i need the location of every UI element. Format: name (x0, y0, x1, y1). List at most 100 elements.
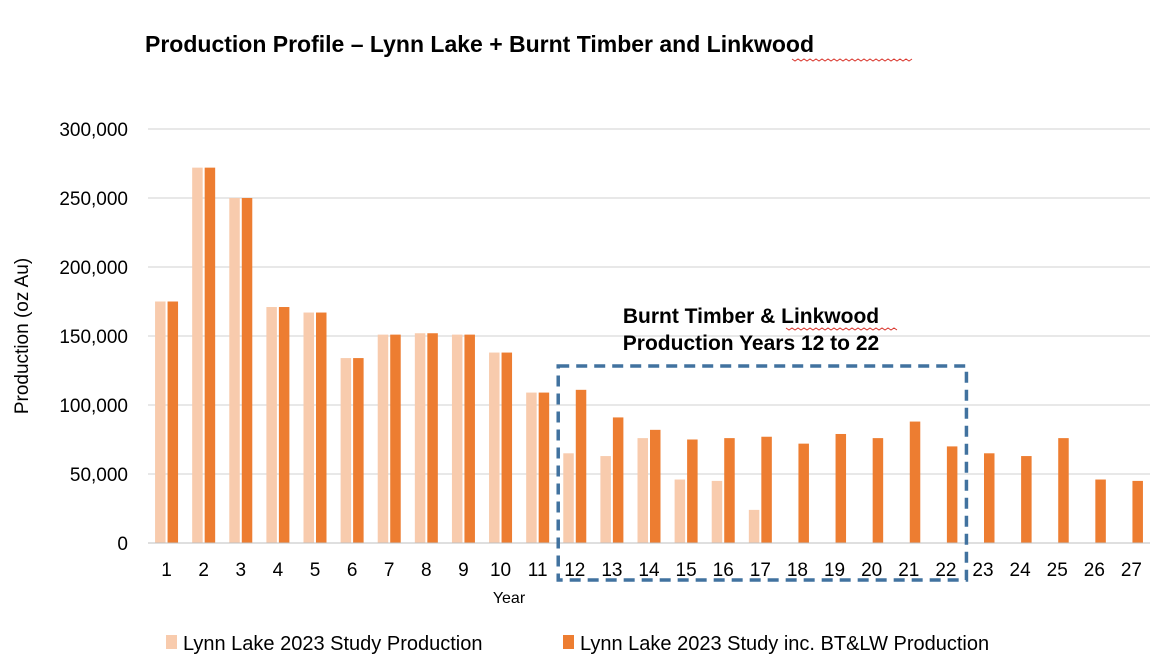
annotation-line-1-part-1: Burnt Timber & (623, 305, 781, 328)
legend: Lynn Lake 2023 Study Production Lynn Lake… (166, 633, 989, 655)
bar-lynn-lake-study (711, 480, 723, 543)
y-axis-ticks: 0 50,000 100,000 150,000 200,000 250,000 300,0… (59, 120, 128, 555)
x-tick-label: 11 (528, 560, 548, 581)
bar-lynn-lake-inc-btlw (872, 438, 884, 543)
bar-lynn-lake-inc-btlw (390, 334, 401, 543)
annotation-line-1-part-2: Linkwood (781, 305, 879, 328)
legend-swatch (563, 635, 574, 649)
bar-lynn-lake-inc-btlw (464, 334, 475, 543)
legend-label: Lynn Lake 2023 Study inc. BT&LW Producti… (580, 633, 989, 655)
chart-title: Production Profile – Lynn Lake + Burnt T… (145, 31, 913, 62)
x-tick-label: 10 (490, 560, 511, 581)
bar-lynn-lake-inc-btlw (687, 439, 698, 543)
bar-lynn-lake-inc-btlw (167, 301, 179, 543)
annotation: Burnt Timber & Linkwood Production Years… (556, 305, 969, 582)
bar-lynn-lake-study (155, 301, 166, 543)
x-tick-label: 22 (935, 560, 956, 581)
x-tick-label: 8 (421, 560, 432, 581)
x-tick-label: 2 (198, 560, 209, 581)
bar-lynn-lake-inc-btlw (612, 417, 624, 543)
bar-lynn-lake-study (340, 358, 352, 543)
y-tick-label: 250,000 (59, 189, 128, 210)
y-tick-label: 100,000 (59, 396, 128, 417)
x-tick-label: 6 (347, 560, 358, 581)
bar-lynn-lake-study (414, 333, 426, 543)
y-tick-label: 300,000 (59, 120, 128, 141)
x-tick-label: 13 (601, 560, 622, 581)
x-tick-label: 23 (972, 560, 993, 581)
y-axis-label: Production (oz Au) (12, 258, 33, 414)
annotation-box (556, 364, 969, 582)
bar-lynn-lake-inc-btlw (575, 389, 587, 543)
x-tick-label: 14 (638, 560, 660, 581)
bar-lynn-lake-inc-btlw (724, 438, 735, 543)
legend-label: Lynn Lake 2023 Study Production (183, 633, 482, 655)
bar-lynn-lake-inc-btlw (1095, 479, 1106, 543)
x-tick-label: 21 (898, 560, 919, 581)
bar-lynn-lake-inc-btlw (353, 358, 364, 543)
svg-text:Production Profile – Lynn Lake: Production Profile – Lynn Lake + Burnt T… (145, 31, 814, 57)
bar-lynn-lake-study (748, 509, 760, 543)
bar-lynn-lake-study (526, 392, 537, 543)
bar-lynn-lake-inc-btlw (1058, 438, 1069, 543)
chart-title-part-1: Production Profile – Lynn Lake + Burnt T… (145, 31, 707, 57)
x-tick-label: 5 (310, 560, 321, 581)
bar-lynn-lake-study (563, 453, 574, 543)
x-tick-label: 19 (824, 560, 845, 581)
x-tick-label: 16 (713, 560, 734, 581)
bar-lynn-lake-study (377, 334, 389, 543)
x-tick-label: 25 (1047, 560, 1068, 581)
bar-lynn-lake-study (266, 307, 277, 543)
x-tick-label: 4 (273, 560, 284, 581)
bar-lynn-lake-inc-btlw (798, 443, 809, 543)
x-tick-label: 15 (676, 560, 697, 581)
bar-lynn-lake-inc-btlw (316, 312, 327, 543)
bar-lynn-lake-inc-btlw (984, 453, 995, 543)
bar-lynn-lake-study (674, 479, 686, 543)
bar-lynn-lake-inc-btlw (427, 333, 438, 543)
gridlines (148, 128, 1150, 475)
y-tick-label: 200,000 (59, 258, 128, 279)
bar-lynn-lake-inc-btlw (1021, 456, 1032, 543)
x-axis-ticks: 1 2 3 4 5 6 7 8 9 10 11 12 13 14 15 16 17 18 19 20 21 22 23 24 2… (161, 560, 1142, 581)
x-tick-label: 17 (750, 560, 771, 581)
legend-swatch (166, 635, 177, 649)
x-tick-label: 7 (384, 560, 395, 581)
bar-lynn-lake-inc-btlw (761, 436, 772, 543)
x-axis-label: Year (493, 590, 526, 607)
bar-lynn-lake-inc-btlw (1132, 480, 1143, 543)
annotation-line-1: Burnt Timber & Linkwood (623, 305, 879, 328)
annotation-line-2: Production Years 12 to 22 (623, 332, 879, 355)
bars (155, 167, 1143, 543)
bar-lynn-lake-inc-btlw (538, 392, 550, 543)
bar-lynn-lake-inc-btlw (278, 307, 290, 543)
x-tick-label: 27 (1121, 560, 1142, 581)
x-tick-label: 12 (564, 560, 585, 581)
y-tick-label: 50,000 (70, 465, 128, 486)
bar-lynn-lake-inc-btlw (909, 421, 921, 543)
y-tick-label: 150,000 (59, 327, 128, 348)
x-tick-label: 20 (861, 560, 882, 581)
bar-lynn-lake-inc-btlw (946, 446, 958, 543)
x-tick-label: 18 (787, 560, 808, 581)
x-tick-label: 9 (458, 560, 469, 581)
bar-lynn-lake-study (489, 352, 500, 543)
x-tick-label: 3 (235, 560, 246, 581)
bar-lynn-lake-inc-btlw (835, 433, 847, 543)
bar-lynn-lake-inc-btlw (241, 198, 253, 543)
annotation-spellcheck-underline (785, 327, 898, 331)
bar-lynn-lake-study (303, 312, 314, 543)
chart-title-part-2: Linkwood (707, 31, 814, 57)
x-tick-label: 1 (161, 560, 172, 581)
x-tick-label: 26 (1084, 560, 1105, 581)
bar-lynn-lake-study (637, 438, 648, 543)
bar-lynn-lake-study (229, 198, 240, 543)
y-tick-label: 0 (117, 534, 128, 555)
bar-lynn-lake-study (600, 456, 611, 543)
title-spellcheck-underline (791, 58, 913, 62)
bar-lynn-lake-inc-btlw (501, 352, 513, 543)
bar-lynn-lake-study (192, 167, 203, 543)
bar-lynn-lake-inc-btlw (650, 429, 661, 543)
bar-lynn-lake-inc-btlw (204, 167, 216, 543)
